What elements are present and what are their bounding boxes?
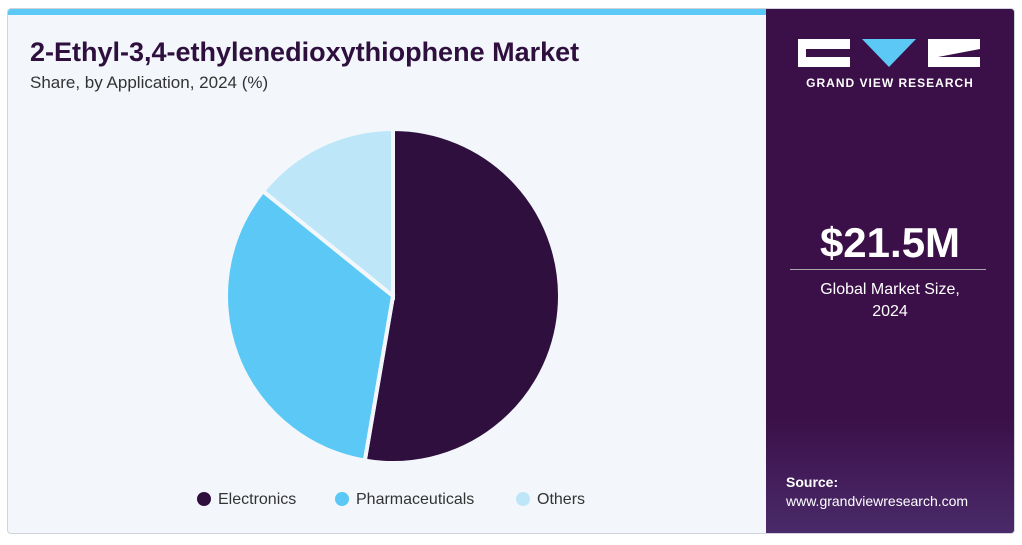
pie-slice xyxy=(260,126,395,301)
source-label: Source: xyxy=(786,474,839,490)
sidebar: GRAND VIEW RESEARCH $21.5M Global Market… xyxy=(766,9,1014,533)
legend-label: Others xyxy=(537,491,585,508)
pie-slice xyxy=(224,188,396,463)
market-size-label: Global Market Size, 2024 xyxy=(820,281,960,320)
chart-subtitle: Share, by Application, 2024 (%) xyxy=(30,73,269,92)
legend-marker xyxy=(197,492,211,506)
market-size: $21.5M xyxy=(819,219,961,266)
brand: GRAND VIEW RESEARCH xyxy=(806,76,974,90)
legend-marker xyxy=(335,492,349,506)
legend-label: Electronics xyxy=(218,491,296,508)
chart-title: 2-Ethyl-3,4-ethylenedioxythiophene Marke… xyxy=(30,37,580,67)
legend-label: Pharmaceuticals xyxy=(356,491,474,508)
divider xyxy=(790,269,986,270)
pie-slice xyxy=(362,126,562,465)
chart: Electronics Pharmaceuticals Others xyxy=(197,126,585,508)
card: 2-Ethyl-3,4-ethylenedioxythiophene Marke… xyxy=(7,8,1015,534)
top-bar xyxy=(8,9,766,15)
source-url: www.grandviewresearch.com xyxy=(786,493,969,509)
logo xyxy=(798,39,980,67)
legend-marker xyxy=(516,492,530,506)
